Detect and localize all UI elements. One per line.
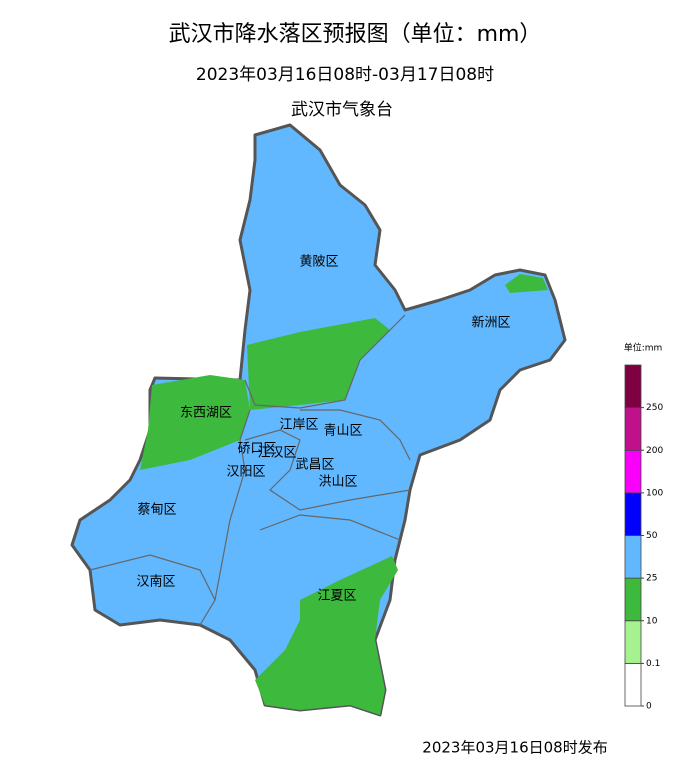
region-10-25 [255,556,398,715]
district-label: 江汉区 [257,446,296,461]
district-label: 硚口区 [237,442,276,457]
district-label: 江夏区 [317,589,356,604]
legend: 单位:mm 0 0.1 10 25 50 100 200 250 [624,342,664,712]
legend-swatch [624,492,642,536]
border [244,429,411,511]
district-label: 江岸区 [279,418,318,433]
region-10-25 [140,375,250,470]
legend-swatch [624,662,642,707]
border [300,409,411,461]
district-label: 青山区 [323,424,362,439]
forecast-period: 2023年03月16日08时-03月17日08时 [196,65,494,85]
district-borders [89,314,411,626]
legend-tick-label: 10 [646,616,658,626]
legend-swatch [624,449,642,494]
district-label: 汉南区 [136,574,175,590]
legend-swatch [624,407,642,451]
issue-time: 2023年03月16日08时发布 [422,739,607,757]
issuer: 武汉市气象台 [291,100,393,120]
district-label: 新洲区 [471,315,510,331]
district-label: 武昌区 [295,458,334,473]
border [89,554,216,601]
legend-swatch [624,620,642,664]
legend-tick-label: 100 [646,488,663,498]
district-label: 蔡甸区 [137,503,176,518]
district-label: 东西湖区 [180,406,232,421]
district-label: 洪山区 [318,475,357,490]
border [199,409,251,626]
map-regions [70,123,567,717]
border [244,314,406,409]
district-label: 黄陂区 [299,254,338,270]
map-title: 武汉市降水落区预报图（单位：mm） [169,22,542,47]
legend-tick-label: 50 [646,531,658,541]
border [259,514,401,541]
legend-swatch [624,577,642,622]
legend-swatch [624,364,642,409]
district-label: 汉阳区 [226,465,265,480]
legend-tick-label: 25 [646,574,657,584]
region-10-25 [247,318,390,410]
legend-title: 单位:mm [624,342,663,354]
legend-tick-label: 250 [646,403,663,413]
region-10-25 [505,274,548,293]
legend-tick-label: 0.1 [646,659,660,669]
legend-tick-label: 0 [646,702,652,712]
legend-swatch [624,535,642,579]
legend-tick-label: 200 [646,446,663,456]
